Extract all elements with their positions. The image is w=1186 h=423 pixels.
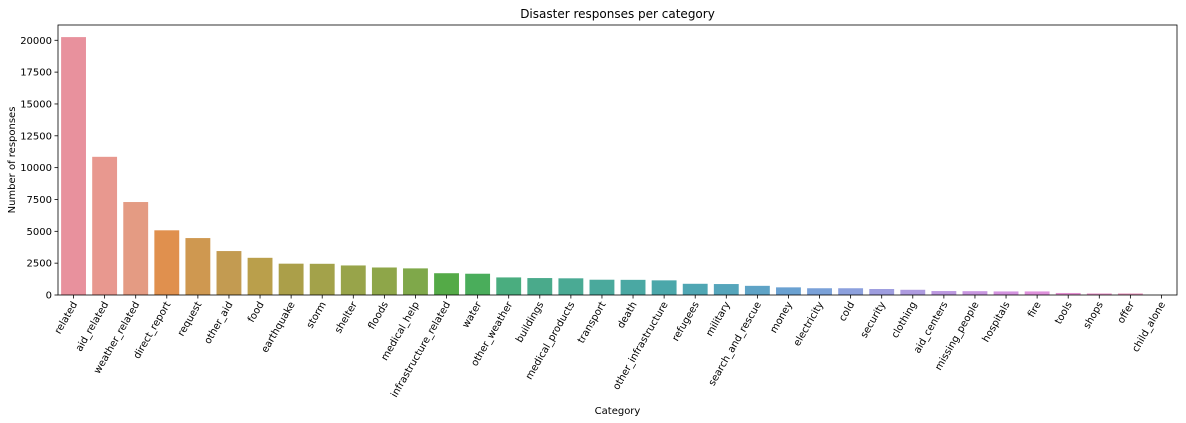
- x-tick-label: fire: [1026, 300, 1044, 320]
- bar-clothing: [900, 289, 926, 295]
- bar-tools: [1055, 292, 1081, 295]
- y-tick-label: 17500: [20, 68, 52, 79]
- x-tick-label: shelter: [333, 299, 360, 335]
- y-tick-label: 12500: [20, 131, 52, 142]
- bar-aid-related: [92, 156, 118, 295]
- x-tick-label: related: [53, 300, 80, 336]
- bar-electricity: [807, 288, 832, 295]
- bar-refugees: [682, 283, 708, 295]
- x-tick-label: security: [859, 300, 889, 340]
- x-tick-label: infrastructure_related: [389, 300, 453, 400]
- x-tick-label: other_infrastructure: [611, 300, 670, 392]
- x-tick-label: military: [704, 300, 733, 339]
- bar-medical-help: [403, 268, 428, 295]
- bar-transport: [589, 279, 615, 295]
- bar-shops: [1086, 293, 1112, 295]
- bar-cold: [838, 288, 864, 295]
- y-tick-label: 0: [46, 291, 52, 302]
- x-tick-label: floods: [366, 300, 391, 332]
- x-tick-label: cold: [837, 300, 857, 323]
- bar-shelter: [340, 265, 366, 295]
- x-tick-label: hospitals: [981, 300, 1013, 344]
- bar-other-infrastructure: [651, 280, 677, 295]
- y-tick-label: 15000: [20, 99, 52, 110]
- chart-title: Disaster responses per category: [520, 7, 715, 21]
- x-tick-label: electricity: [792, 300, 826, 348]
- y-axis-title: Number of responses: [7, 107, 18, 214]
- x-tick-label: buildings: [514, 300, 546, 345]
- y-tick-label: 2500: [27, 259, 52, 270]
- bar-floods: [371, 267, 397, 295]
- x-tick-label: tools: [1053, 300, 1075, 326]
- bar-food: [247, 257, 273, 295]
- y-tick-label: 20000: [20, 36, 52, 47]
- y-tick-label: 10000: [20, 163, 52, 174]
- bar-money: [776, 287, 801, 295]
- bar-aid-centers: [931, 291, 957, 295]
- bar-death: [620, 279, 646, 295]
- bar-related: [61, 37, 86, 295]
- bar-water: [465, 273, 491, 295]
- bar-search-and-rescue: [744, 285, 770, 295]
- x-tick-label: money: [768, 300, 795, 335]
- bar-fire: [1024, 291, 1050, 295]
- x-tick-label: food: [246, 300, 267, 325]
- x-axis-title: Category: [595, 406, 641, 417]
- bar-direct-report: [154, 230, 180, 295]
- bar-other-aid: [216, 251, 242, 295]
- x-tick-label: offer: [1116, 299, 1138, 325]
- bar-military: [713, 284, 739, 295]
- bar-infrastructure-related: [434, 273, 459, 295]
- bar-request: [185, 238, 211, 295]
- x-tick-label: refugees: [670, 300, 701, 343]
- y-tick-label: 7500: [27, 195, 52, 206]
- x-tick-label: death: [616, 300, 640, 331]
- bar-weather-related: [123, 202, 149, 295]
- x-tick-label: storm: [305, 300, 329, 331]
- x-tick-label: shops: [1082, 300, 1106, 331]
- x-tick-label: other_aid: [203, 300, 236, 346]
- bar-storm: [309, 263, 335, 295]
- x-tick-label: child_alone: [1130, 300, 1168, 354]
- bar-medical-products: [558, 278, 584, 295]
- x-tick-label: clothing: [890, 300, 920, 340]
- x-axis: relatedaid_relatedweather_relateddirect_…: [53, 295, 1168, 400]
- y-axis: 0 2500 5000 7500 10000 12500 15000 17500 20000: [20, 36, 58, 302]
- bar-buildings: [527, 278, 553, 295]
- bar-other-weather: [496, 277, 522, 295]
- bar-missing-people: [962, 291, 988, 295]
- x-tick-label: request: [176, 300, 205, 338]
- x-tick-label: earthquake: [260, 300, 298, 355]
- bars-group: [61, 37, 1143, 295]
- bar-earthquake: [278, 263, 304, 295]
- bar-security: [869, 289, 895, 295]
- y-tick-label: 5000: [27, 227, 52, 238]
- bar-offer: [1117, 293, 1143, 295]
- bar-hospitals: [993, 291, 1019, 295]
- plot-frame: [57, 24, 1178, 296]
- x-tick-label: water: [460, 299, 484, 330]
- x-tick-label: transport: [576, 300, 609, 346]
